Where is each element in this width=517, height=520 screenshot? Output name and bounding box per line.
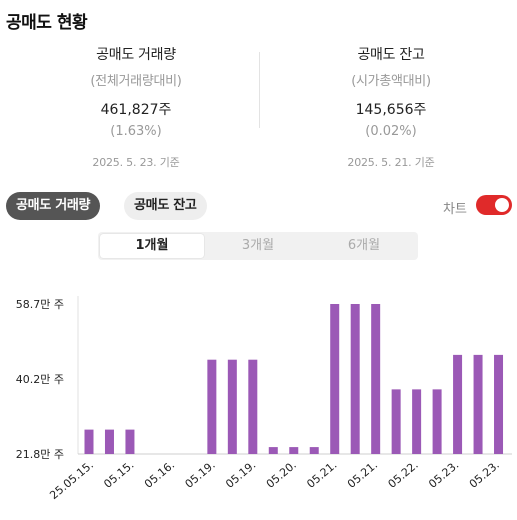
bar xyxy=(412,389,422,454)
chart-toggle-label: 차트 xyxy=(443,202,467,217)
x-tick-label: 05.21. xyxy=(345,458,380,490)
bar xyxy=(125,429,135,454)
x-tick-label: 05.19. xyxy=(183,458,218,490)
short-volume-percent: (1.63%) xyxy=(110,124,162,139)
period-6m[interactable]: 6개월 xyxy=(347,238,381,253)
y-tick-label: 21.8만 주 xyxy=(16,448,64,461)
x-tick-label: 05.23. xyxy=(426,458,461,490)
period-3m[interactable]: 3개월 xyxy=(241,238,275,253)
bar xyxy=(207,359,217,454)
short-balance-value: 145,656주 xyxy=(355,102,427,118)
short-balance-percent: (0.02%) xyxy=(365,124,417,139)
bar xyxy=(494,354,504,454)
tab-short-balance[interactable]: 공매도 잔고 xyxy=(124,192,207,220)
short-volume-value: 461,827주 xyxy=(100,102,172,118)
bar xyxy=(391,389,401,454)
toggle-knob xyxy=(495,198,509,212)
short-balance-sublabel: (시가총액대비) xyxy=(351,74,431,89)
bar xyxy=(371,304,381,454)
short-volume-sublabel: (전체거래량대비) xyxy=(90,74,182,89)
bar xyxy=(104,429,114,454)
bar xyxy=(84,429,94,454)
chart-toggle[interactable] xyxy=(476,195,512,215)
short-volume-summary: 공매도 거래량 (전체거래량대비) 461,827주 (1.63%) 2025.… xyxy=(26,44,246,170)
short-volume-label: 공매도 거래량 xyxy=(96,47,176,63)
x-tick-label: 05.20. xyxy=(264,458,299,490)
short-volume-bar-chart: 58.7만 주40.2만 주21.8만 주25.05.15. 05.15. 05.1… xyxy=(16,296,512,502)
period-1m[interactable]: 1개월 xyxy=(100,234,204,258)
short-balance-date: 2025. 5. 21. 기준 xyxy=(347,156,435,169)
summary-divider xyxy=(259,52,260,128)
short-volume-date: 2025. 5. 23. 기준 xyxy=(92,156,180,169)
bar xyxy=(473,354,483,454)
bar xyxy=(227,359,237,454)
short-balance-label: 공매도 잔고 xyxy=(357,47,425,63)
page-title: 공매도 현황 xyxy=(6,13,88,33)
bar xyxy=(289,447,299,454)
y-tick-label: 40.2만 주 xyxy=(16,373,64,386)
bar xyxy=(432,389,442,454)
bar xyxy=(309,447,319,454)
bar xyxy=(330,304,340,454)
x-tick-label: 05.15. xyxy=(101,458,136,490)
short-balance-summary: 공매도 잔고 (시가총액대비) 145,656주 (0.02%) 2025. 5… xyxy=(281,44,501,170)
x-tick-label: 05.22. xyxy=(386,458,421,490)
bar xyxy=(350,304,360,454)
bar xyxy=(248,359,258,454)
period-selector: 1개월 3개월 6개월 xyxy=(98,232,418,260)
x-tick-label: 05.16. xyxy=(142,458,177,490)
bar xyxy=(268,447,278,454)
tab-short-volume[interactable]: 공매도 거래량 xyxy=(6,192,101,220)
x-tick-label: 05.19. xyxy=(223,458,258,490)
x-tick-label: 25.05.15. xyxy=(47,458,96,502)
x-tick-label: 05.21. xyxy=(304,458,339,490)
y-tick-label: 58.7만 주 xyxy=(16,298,64,311)
x-tick-label: 05.23. xyxy=(467,458,502,490)
bar xyxy=(453,354,463,454)
